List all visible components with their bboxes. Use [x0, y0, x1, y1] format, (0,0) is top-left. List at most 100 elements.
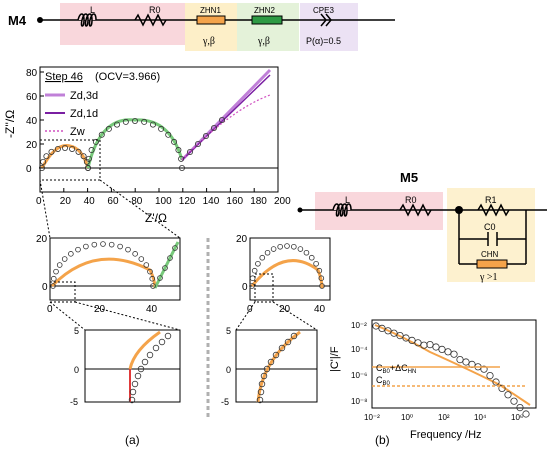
m5-terminal-left: [297, 207, 303, 213]
data-marker: [251, 267, 258, 274]
m4-cpe-box: [300, 3, 358, 51]
data-marker: [56, 262, 63, 268]
data-marker: [165, 131, 172, 138]
data-marker: [143, 262, 150, 268]
data-marker: [105, 125, 112, 132]
nyquist-main-frame: [39, 66, 279, 193]
zoom-connector-right: [99, 179, 181, 239]
data-marker: [297, 246, 304, 252]
m5-title: M5: [400, 170, 418, 185]
data-marker: [259, 254, 266, 261]
ytick-label: 80: [26, 68, 38, 79]
xtick-label: 100: [155, 196, 172, 207]
data-marker: [149, 121, 156, 128]
data-marker: [218, 117, 225, 124]
zoom-left-markers: [50, 241, 178, 289]
data-marker: [68, 251, 74, 257]
data-marker: [100, 241, 106, 247]
inset-left-frame: [84, 329, 181, 403]
zoom-right-arc: [250, 259, 324, 289]
panel-label-a: (a): [125, 433, 140, 447]
m5-chn-param: γ >1: [479, 272, 498, 283]
ytick-label: 20: [26, 140, 38, 151]
data-marker: [167, 255, 173, 261]
ytick-label: 40: [26, 116, 38, 127]
inset-left-connector-1: [49, 301, 86, 331]
data-marker: [284, 243, 290, 249]
data-marker: [83, 158, 90, 165]
m4-resistor: [134, 13, 167, 27]
data-marker: [146, 351, 154, 359]
m4-label-zhn1: ZHN1: [200, 6, 221, 15]
inset-right-connector-2: [272, 301, 318, 331]
data-marker: [122, 118, 129, 125]
data-marker: [408, 336, 416, 344]
xtick-label: 40: [84, 196, 96, 207]
xtick-label: 0: [36, 196, 42, 207]
data-marker: [258, 380, 266, 388]
legend-zd1d: Zd,1d: [70, 108, 98, 120]
data-marker: [426, 340, 434, 349]
m4-rl-box: [60, 3, 185, 45]
m4-zhn2-box: [237, 3, 299, 51]
data-marker: [152, 344, 160, 352]
xtick-label: 20: [60, 196, 72, 207]
inset-left-arc: [128, 330, 161, 370]
data-marker: [402, 334, 410, 342]
data-marker: [313, 260, 319, 267]
data-marker: [85, 155, 92, 162]
m4-cpe-element: [320, 13, 332, 27]
data-marker: [308, 254, 315, 261]
nyquist-main-zoom-box: [39, 139, 101, 181]
xtick-label: 180: [250, 196, 267, 207]
data-marker: [157, 275, 163, 281]
data-marker: [510, 397, 518, 405]
legend-ocv-label: (OCV=3.966): [95, 71, 160, 83]
zoom-left-xtick-40: 40: [146, 304, 158, 315]
data-marker: [141, 118, 148, 125]
data-marker: [492, 378, 500, 386]
data-marker: [277, 243, 283, 250]
data-marker: [438, 345, 446, 353]
data-marker: [48, 148, 55, 155]
data-marker: [40, 158, 47, 165]
m5-label-l: L: [345, 195, 350, 205]
ytick-label: 60: [26, 92, 38, 103]
data-marker: [202, 132, 209, 139]
m5-label-r0: R0: [405, 195, 417, 205]
nyquist-main-ylabel: -Z''/Ω: [3, 110, 17, 138]
nyquist-main-arc-2: [86, 118, 184, 169]
data-marker: [138, 256, 145, 262]
m4-label-r0: R0: [149, 5, 161, 15]
m4-zhn1-param: γ,β: [202, 36, 215, 47]
data-marker: [390, 329, 398, 337]
data-marker: [39, 164, 46, 171]
zoom-right-markers: [249, 243, 325, 289]
data-marker: [43, 153, 50, 160]
data-marker: [316, 267, 323, 274]
xtick-label: 200: [274, 196, 291, 207]
capacitance-ytick-1: 10⁻⁴: [351, 345, 368, 354]
inset-right-plot: 5 0 -5: [221, 326, 318, 407]
m5-label-chn: CHN: [481, 250, 499, 259]
data-marker: [432, 343, 440, 351]
nyquist-main-xlabel: Z'/Ω: [145, 211, 167, 225]
panel-label-b: (b): [375, 433, 390, 447]
inset-right-markers: [256, 332, 298, 404]
data-marker: [318, 275, 325, 281]
data-marker: [92, 138, 99, 145]
nyquist-main-arc-1: [40, 143, 90, 169]
data-marker: [150, 283, 156, 289]
m4-inductor: [77, 13, 97, 27]
m4-label-zhn2: ZHN2: [254, 6, 275, 15]
capacitance-ytick-3: 10⁻⁸: [351, 397, 368, 406]
data-marker: [117, 243, 123, 250]
data-marker: [178, 164, 185, 171]
inset-right-ytick-5: 5: [226, 326, 231, 336]
zoom-right-plot: 20 0 0 20 40: [236, 234, 331, 315]
data-marker: [69, 145, 76, 152]
capacitance-ytick-0: 10⁻²: [351, 321, 367, 330]
m4-zhn1-box: [185, 3, 237, 51]
data-marker: [114, 121, 121, 128]
data-marker: [444, 348, 452, 356]
